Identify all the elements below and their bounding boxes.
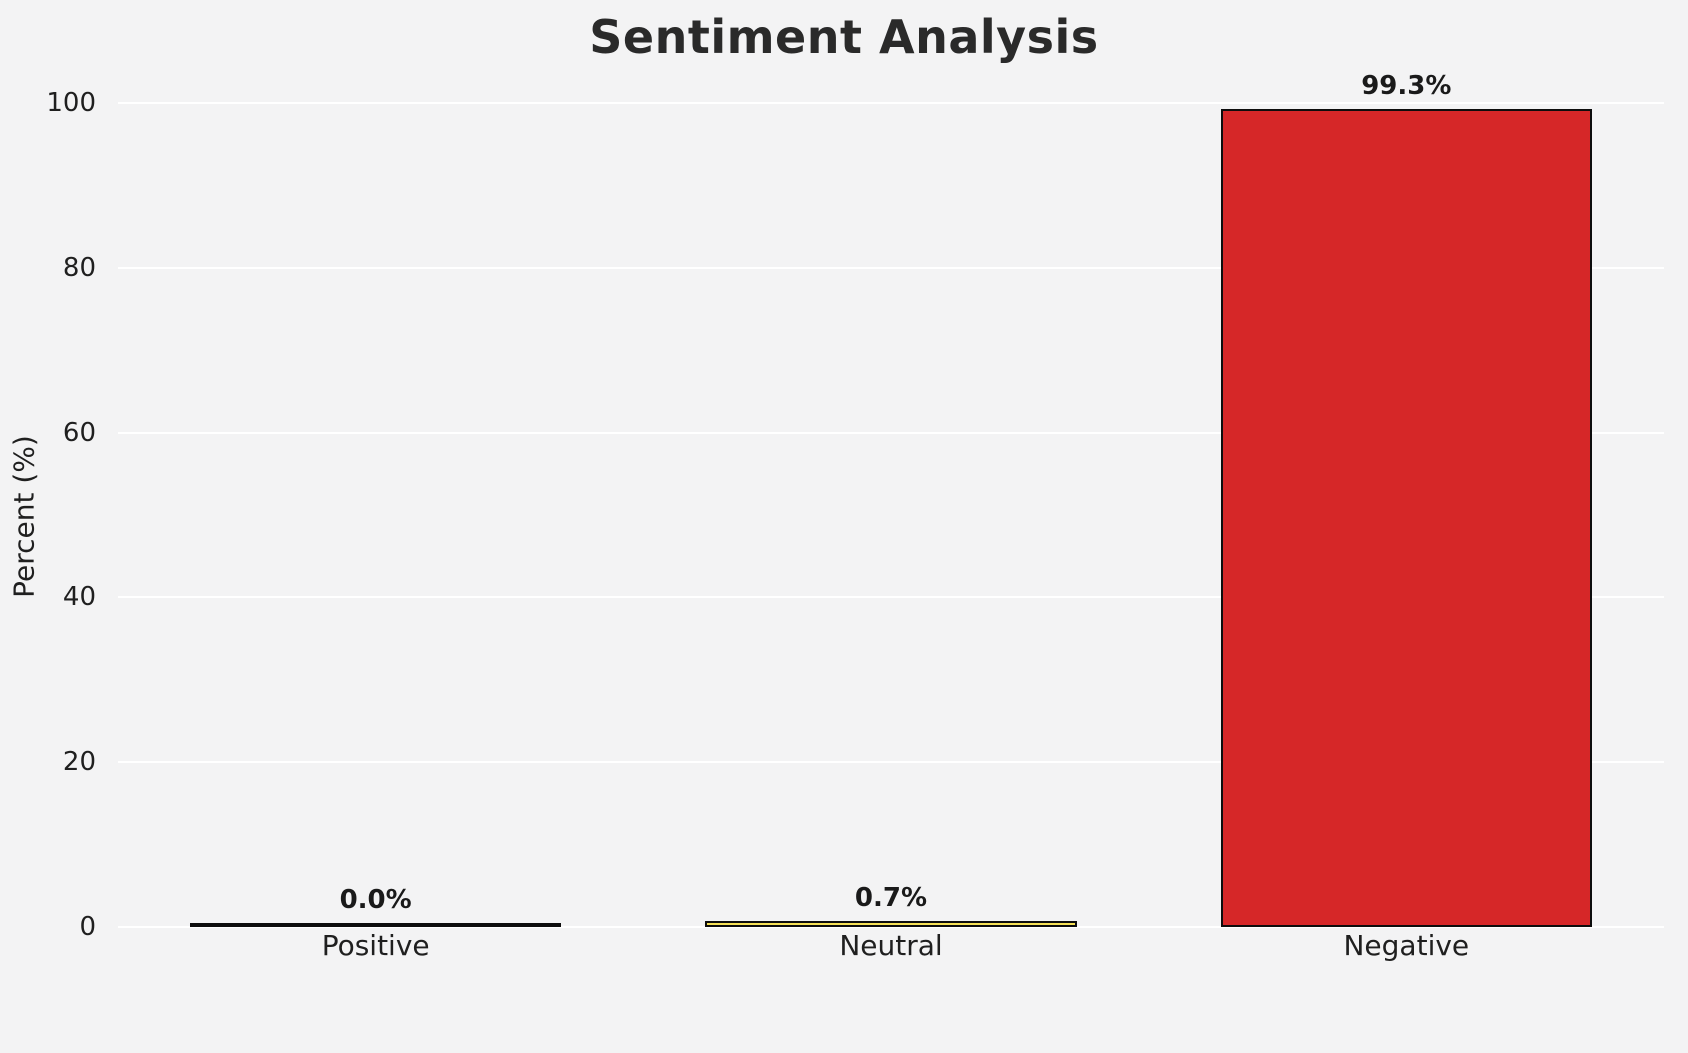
gridline-60 [118, 431, 1664, 434]
y-tick-80: 80 [62, 252, 96, 283]
y-tick-40: 40 [62, 582, 96, 613]
bar-value-label-negative: 99.3% [1361, 70, 1452, 101]
bar-wrap-negative: 99.3% [1220, 71, 1592, 927]
bar-slot-positive: 0.0% [118, 103, 633, 927]
bar-slot-neutral: 0.7% [633, 103, 1148, 927]
bars-row: 0.0% 0.7% 99.3% [118, 71, 1664, 927]
bar-slot-negative: 99.3% [1149, 71, 1664, 927]
chart-title: Sentiment Analysis [589, 10, 1099, 64]
plot-area: 0.0% 0.7% 99.3% [118, 71, 1664, 928]
gridline-40 [118, 596, 1664, 599]
y-tick-100: 100 [46, 88, 96, 118]
gridline-100 [118, 102, 1664, 104]
x-axis: Positive Neutral Negative [118, 929, 1664, 969]
y-tick-0: 0 [79, 912, 96, 942]
bar-negative [1220, 108, 1592, 927]
bar-value-label-positive: 0.0% [339, 885, 412, 915]
gridline-80 [118, 266, 1664, 269]
bar-wrap-neutral: 0.7% [705, 103, 1077, 927]
x-tick-neutral: Neutral [839, 929, 943, 962]
y-axis: 100 80 60 40 20 0 [0, 88, 112, 942]
bar-wrap-positive: 0.0% [190, 103, 562, 927]
bar-value-label-neutral: 0.7% [854, 883, 928, 914]
bar-neutral [705, 921, 1077, 927]
y-tick-60: 60 [62, 417, 96, 448]
gridline-0 [118, 926, 1664, 928]
bar-positive [190, 923, 562, 927]
gridline-20 [118, 761, 1664, 764]
x-tick-positive: Positive [321, 929, 430, 962]
y-tick-20: 20 [62, 747, 96, 778]
x-tick-negative: Negative [1343, 929, 1470, 962]
